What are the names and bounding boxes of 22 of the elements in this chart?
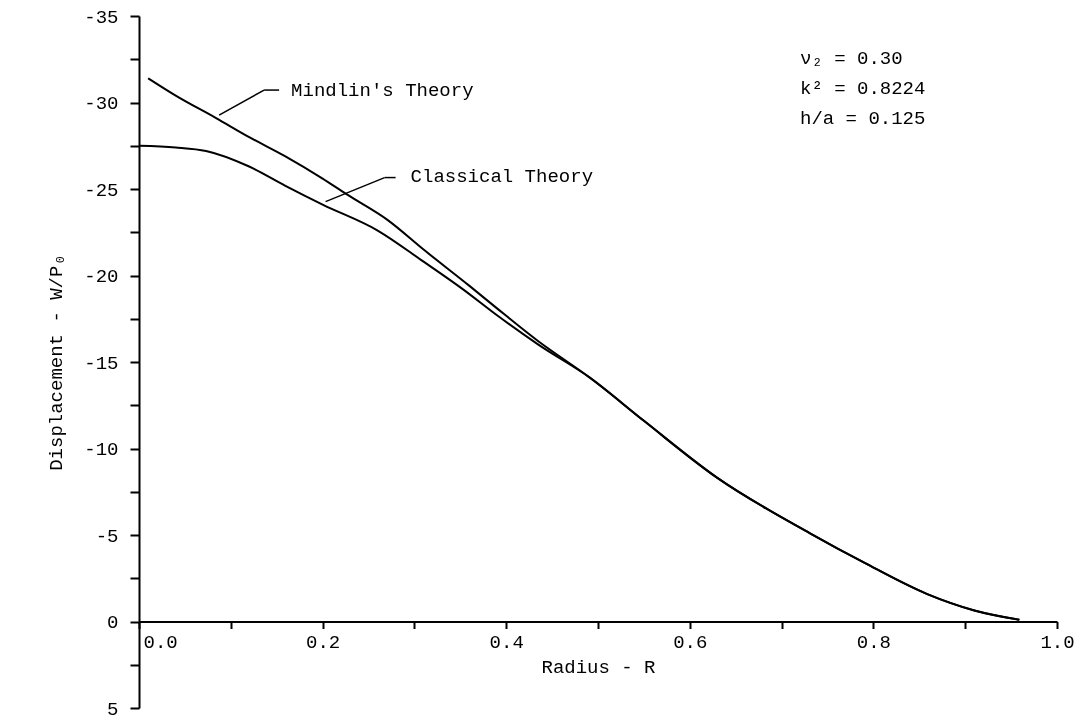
y-tick-label: -30 <box>84 93 119 115</box>
y-tick-label: -10 <box>84 439 119 461</box>
legend-label: Mindlin's Theory <box>291 80 474 103</box>
annotation: h/a = 0.125 <box>800 108 926 130</box>
x-tick-label: 0.4 <box>489 632 524 654</box>
legend-label: Classical Theory <box>410 165 594 188</box>
y-tick-label: -15 <box>84 352 119 375</box>
y-tick-label: 0 <box>107 612 119 634</box>
y-tick-label: 5 <box>107 698 119 719</box>
x-tick-label: 0.8 <box>856 632 892 654</box>
annotation: k² = 0.8224 <box>800 78 926 100</box>
y-tick-label: -5 <box>95 525 119 548</box>
annotation: ν₂ = 0.30 <box>800 48 903 70</box>
x-tick-label: 1.0 <box>1040 632 1075 654</box>
y-tick-label: -20 <box>84 266 119 288</box>
x-tick-label: 0.6 <box>673 632 708 654</box>
x-tick-label: 0.2 <box>305 632 341 654</box>
y-tick-label: -25 <box>84 179 119 202</box>
y-tick-label: -35 <box>84 6 119 29</box>
x-tick-label: 0.0 <box>143 632 178 654</box>
x-axis-title: Radius - R <box>541 657 656 679</box>
y-axis-title: Displacement - W/P₀ <box>46 254 69 471</box>
